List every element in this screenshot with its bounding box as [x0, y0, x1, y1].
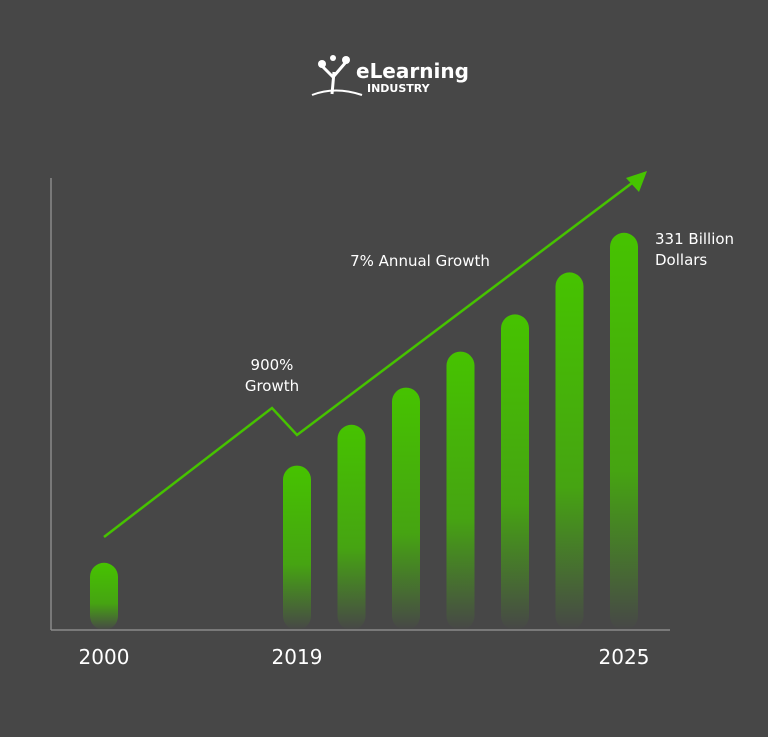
annotation: Growth	[245, 377, 299, 395]
annotation: 7% Annual Growth	[350, 252, 490, 270]
logo: eLearning INDUSTRY	[311, 55, 469, 96]
bar	[90, 562, 118, 630]
logo-mark	[320, 61, 348, 95]
x-tick-label: 2025	[599, 645, 650, 669]
logo-text: INDUSTRY	[367, 82, 431, 95]
bar	[283, 465, 311, 630]
bar	[392, 387, 420, 630]
logo-mark	[330, 55, 336, 61]
bar	[555, 272, 584, 630]
bar	[610, 232, 638, 631]
logo-mark	[318, 60, 326, 68]
bar	[446, 351, 475, 630]
annotation: 331 Billion	[655, 230, 734, 248]
logo-mark	[311, 89, 363, 96]
logo-mark	[342, 56, 350, 64]
arrow-head	[626, 171, 647, 192]
trend-arrow	[103, 179, 637, 538]
logo-text: eLearning	[356, 59, 469, 83]
annotation: Dollars	[655, 251, 707, 269]
x-tick-label: 2000	[79, 645, 130, 669]
bar	[501, 314, 529, 630]
x-tick-label: 2019	[272, 645, 323, 669]
bar	[337, 424, 366, 630]
annotation: 900%	[251, 356, 294, 374]
